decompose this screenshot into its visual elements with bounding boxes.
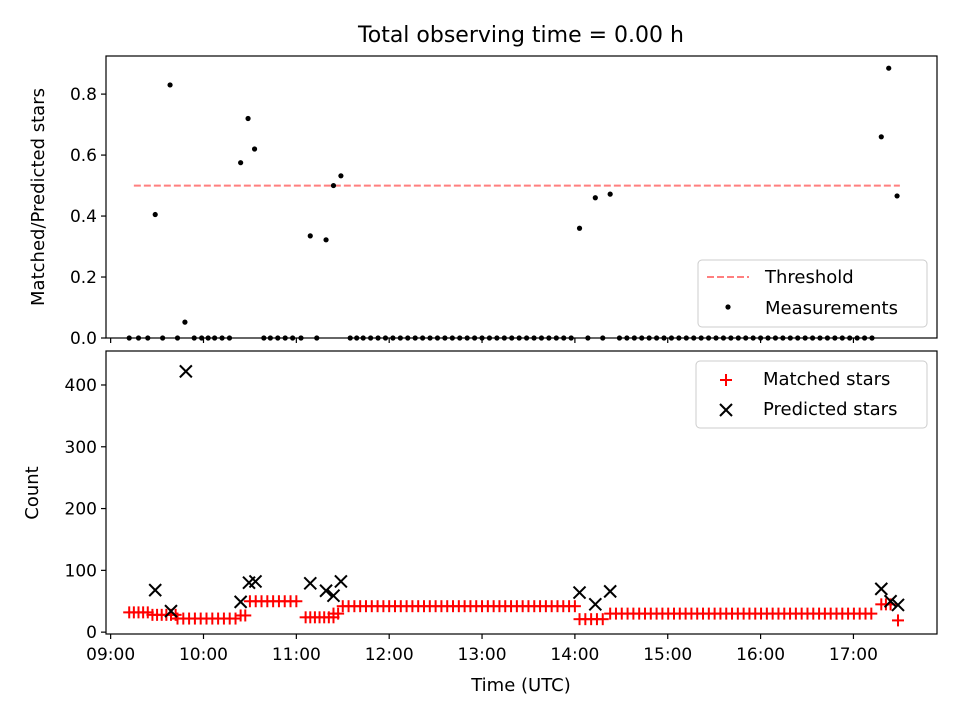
predicted-star-point xyxy=(334,574,348,589)
x-tick-label: 09:00 xyxy=(86,645,135,665)
predicted-star-point xyxy=(179,364,193,379)
predicted-star-point xyxy=(164,604,178,618)
top-y-axis-label: Matched/Predicted stars xyxy=(28,88,49,306)
top-y-tick-label: 0.0 xyxy=(70,329,97,349)
top-legend: Threshold Measurements xyxy=(697,259,928,328)
x-tick-label: 12:00 xyxy=(365,645,414,665)
x-tick-label: 15:00 xyxy=(643,645,692,665)
measurement-point xyxy=(307,233,313,239)
measurement-point xyxy=(251,146,258,152)
bottom-x-axis-label: Time (UTC) xyxy=(470,675,571,696)
measurement-point xyxy=(894,193,900,199)
legend-predicted-swatch xyxy=(719,403,733,417)
top-plot-frame xyxy=(105,55,938,339)
measurement-point xyxy=(245,115,251,122)
bottom-legend: Matched stars Predicted stars xyxy=(695,360,928,429)
legend-threshold-label: Threshold xyxy=(764,267,854,288)
bottom-y-tick-label: 100 xyxy=(65,561,97,581)
x-tick-label: 13:00 xyxy=(458,645,507,665)
legend-matched-label: Matched stars xyxy=(763,369,890,390)
x-tick-label: 10:00 xyxy=(179,645,228,665)
measurement-point xyxy=(576,225,583,231)
predicted-star-point xyxy=(883,594,898,608)
bottom-y-tick-label: 200 xyxy=(65,500,97,520)
matched-star-point xyxy=(865,607,878,620)
bottom-y-tick-label: 400 xyxy=(65,376,97,396)
predicted-star-point xyxy=(319,584,333,598)
legend-matched-swatch xyxy=(720,374,732,386)
matched-star-point xyxy=(596,613,609,626)
measurement-point xyxy=(878,134,884,140)
matched-star-point xyxy=(892,614,905,627)
bottom-y-axis-label: Count xyxy=(22,466,43,519)
matched-star-point xyxy=(568,600,581,613)
measurement-point xyxy=(592,195,598,201)
x-tick-label: 17:00 xyxy=(829,645,878,665)
legend-measurements-swatch xyxy=(725,304,731,310)
top-y-tick-label: 0.6 xyxy=(70,146,97,166)
bottom-plot-area xyxy=(123,364,905,627)
measurement-point xyxy=(330,182,337,189)
predicted-star-point xyxy=(603,584,617,599)
measurement-point xyxy=(886,65,892,71)
predicted-star-point xyxy=(148,583,162,597)
x-tick-label: 14:00 xyxy=(550,645,599,665)
measurement-point xyxy=(238,160,244,166)
top-y-tick-label: 0.2 xyxy=(70,268,97,288)
top-chart-title: Total observing time = 0.00 h xyxy=(357,23,684,48)
bottom-y-tick-label: 0 xyxy=(86,623,97,643)
matched-star-point xyxy=(239,609,252,622)
legend-predicted-label: Predicted stars xyxy=(763,399,897,420)
top-y-tick-label: 0.4 xyxy=(70,207,97,227)
measurement-point xyxy=(607,191,613,197)
predicted-star-point xyxy=(874,582,888,596)
top-y-tick-label: 0.8 xyxy=(70,85,97,105)
measurement-point xyxy=(323,237,329,243)
legend-measurements-label: Measurements xyxy=(765,298,898,319)
predicted-star-point xyxy=(248,574,263,589)
x-tick-label: 16:00 xyxy=(736,645,785,665)
predicted-star-point xyxy=(233,595,248,609)
bottom-y-tick-label: 300 xyxy=(65,438,97,458)
measurement-point xyxy=(338,173,344,179)
measurement-point xyxy=(182,319,188,325)
measurement-point xyxy=(167,82,173,88)
predicted-star-point xyxy=(588,597,603,612)
predicted-star-point xyxy=(572,585,587,600)
predicted-star-point xyxy=(891,598,905,612)
bottom-plot-frame xyxy=(105,350,938,635)
matched-star-point xyxy=(332,607,345,620)
x-tick-label: 11:00 xyxy=(272,645,321,665)
measurement-point xyxy=(152,211,158,218)
matched-star-point xyxy=(290,595,303,608)
predicted-star-point xyxy=(326,588,341,603)
predicted-star-point xyxy=(303,576,317,591)
